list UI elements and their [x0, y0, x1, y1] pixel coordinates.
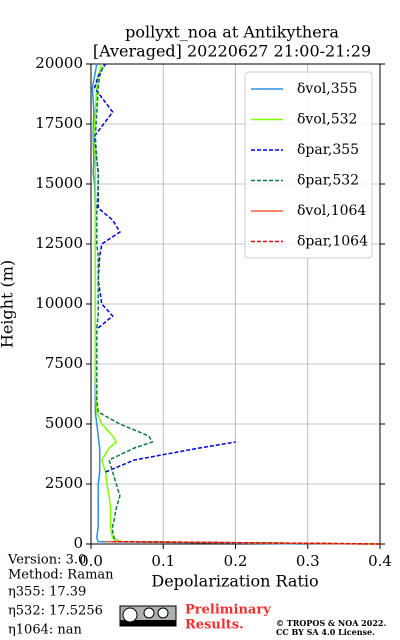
plot-frame [90, 63, 381, 545]
x-tick-label: 0.3 [296, 552, 320, 570]
info-text: Method: Raman [8, 568, 114, 583]
info-text: η1064: nan [8, 623, 83, 638]
legend-label: δpar,1064 [297, 234, 368, 250]
cc-badge [119, 605, 177, 627]
x-tick-label: 0.4 [368, 552, 392, 570]
copyright-text: CC BY SA 4.0 License. [276, 627, 375, 637]
chart-title: pollyxt_noa at Antikythera [125, 23, 339, 42]
chart-subtitle: [Averaged] 20220627 21:00-21:29 [93, 42, 371, 61]
preliminary-text: Preliminary [185, 603, 271, 618]
legend-label: δpar,532 [297, 173, 359, 189]
legend-label: δvol,1064 [297, 203, 366, 219]
y-tick-label: 10000 [35, 294, 83, 312]
series-line [112, 540, 381, 545]
x-tick-label: 0.2 [224, 552, 248, 570]
x-axis-label: Depolarization Ratio [151, 572, 318, 591]
legend-label: δpar,355 [297, 142, 359, 158]
copyright-text: © TROPOS & NOA 2022. [276, 618, 386, 628]
y-axis-label: Height (m) [0, 260, 17, 348]
y-tick-label: 17500 [35, 114, 83, 132]
legend: δvol,355 δvol,532 δpar,355 δpar,532 δvol,106… [244, 71, 373, 259]
y-tick-label: 12500 [35, 234, 83, 252]
legend-label: δvol,355 [297, 81, 357, 97]
x-tick-label: 0.1 [151, 552, 175, 570]
y-tick-label: 15000 [35, 174, 83, 192]
legend-box [244, 71, 373, 259]
y-tick-label: 7500 [45, 354, 83, 372]
series-line [93, 63, 381, 545]
y-tick-label: 2500 [45, 474, 83, 492]
series-line [94, 63, 366, 545]
preliminary-text: Results. [185, 618, 244, 633]
series-line [93, 63, 236, 473]
info-text: η355: 17.39 [8, 585, 86, 600]
info-text: Version: 3.0 [7, 553, 86, 568]
y-tick-label: 0 [73, 534, 83, 552]
legend-label: δvol,532 [297, 112, 357, 128]
y-tick-label: 20000 [35, 54, 83, 72]
x-tick-label: 0.0 [79, 552, 103, 570]
y-tick-label: 5000 [45, 414, 83, 432]
info-text: η532: 17.5256 [8, 604, 103, 619]
